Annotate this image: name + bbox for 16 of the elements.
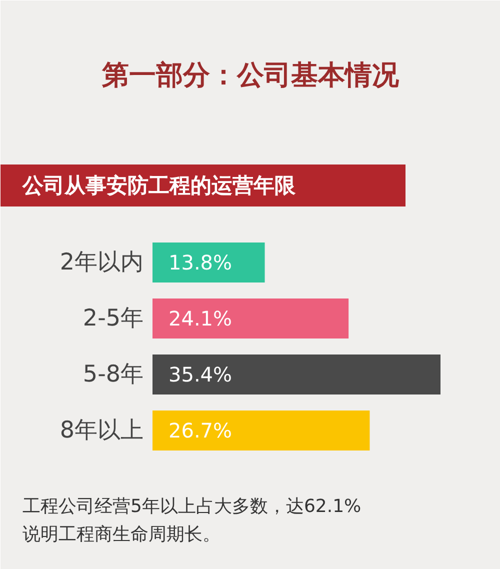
bar: [152, 242, 265, 282]
data-label: 13.8%: [168, 250, 232, 274]
chart-title: 第一部分：公司基本情况: [101, 60, 400, 91]
y-tick-label: 2年以内: [60, 250, 144, 276]
data-label: 35.4%: [168, 362, 232, 386]
y-tick-label: 5-8年: [82, 362, 144, 388]
data-label: 24.1%: [168, 306, 232, 330]
chart-subtitle: 公司从事安防工程的运营年限: [22, 174, 296, 198]
bar: [152, 298, 349, 338]
y-tick-label: 8年以上: [60, 418, 144, 444]
y-tick-label: 2-5年: [82, 306, 144, 332]
text: 说明工程商生命周期长。: [22, 524, 220, 545]
bar: [152, 410, 370, 450]
text: 工程公司经营5年以上占大多数，达62.1%: [22, 496, 362, 517]
data-label: 26.7%: [168, 418, 232, 442]
bar: [152, 354, 440, 394]
